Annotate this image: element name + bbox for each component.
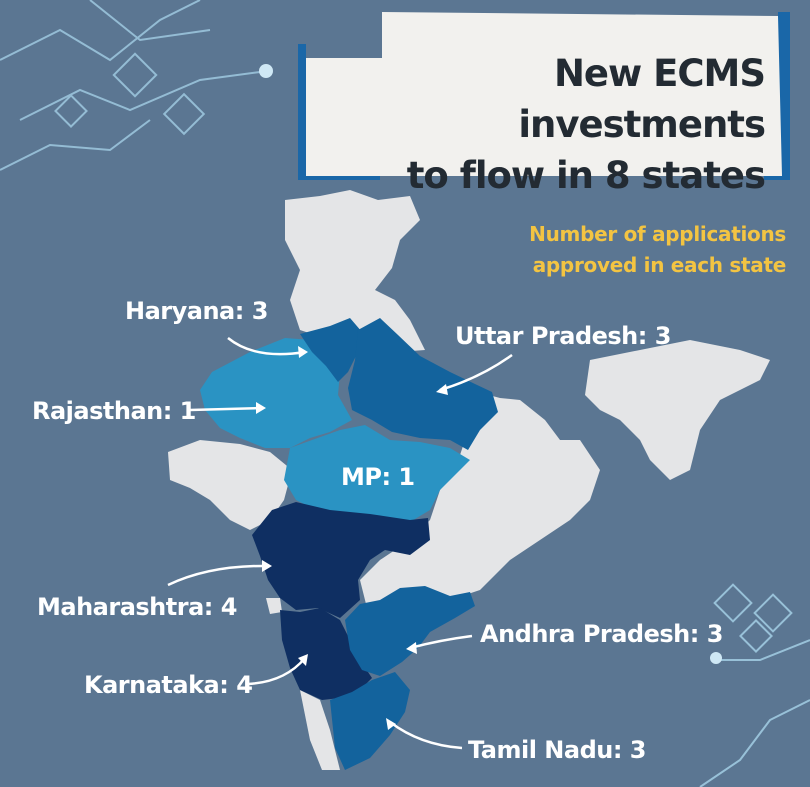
goa-region (266, 598, 282, 614)
label-karnataka: Karnataka: 4 (84, 671, 253, 699)
state-haryana (300, 318, 362, 382)
state-mp (284, 425, 470, 522)
legend-caption-line-2: approved in each state (532, 253, 787, 277)
arrow-haryana (227, 337, 306, 356)
label-mp: MP: 1 (341, 463, 415, 491)
label-haryana: Haryana: 3 (125, 297, 268, 325)
india-map (168, 190, 770, 770)
state-andhra-pradesh (345, 586, 475, 676)
headline-line-1: New ECMS investments (518, 52, 766, 146)
kerala-region (300, 690, 340, 770)
headline-line-2: to flow in 8 states (406, 154, 766, 197)
arrow-maharashtra (167, 564, 269, 587)
arrowhead-andhra-pradesh (406, 642, 417, 654)
arrowhead-tamil-nadu (386, 718, 396, 730)
state-karnataka (280, 608, 372, 700)
north-region (285, 190, 425, 352)
headline: New ECMS investments to flow in 8 states (310, 48, 766, 201)
state-uttar-pradesh (348, 318, 498, 450)
northeast-region (585, 340, 770, 480)
arrow-rajasthan (189, 406, 263, 412)
state-maharashtra (252, 502, 430, 618)
label-andhra-pradesh: Andhra Pradesh: 3 (480, 620, 723, 648)
arrowhead-uttar-pradesh (436, 384, 448, 395)
east-region (360, 390, 600, 640)
circuit-node-top (259, 64, 273, 78)
circuit-decoration-bottom-right (699, 583, 810, 787)
state-tamil-nadu (330, 672, 410, 770)
label-maharashtra: Maharashtra: 4 (37, 593, 237, 621)
gujarat-region (168, 440, 292, 530)
legend-caption: Number of applications approved in each … (470, 219, 786, 281)
label-uttar-pradesh: Uttar Pradesh: 3 (455, 322, 671, 350)
title-box-shadow-right (764, 12, 790, 180)
arrow-karnataka (247, 657, 306, 686)
arrowhead-maharashtra (262, 560, 272, 572)
arrowhead-rajasthan (256, 402, 266, 414)
title-box (306, 12, 782, 176)
arrowhead-haryana (298, 346, 308, 358)
arrow-uttar-pradesh (439, 353, 513, 392)
circuit-node-bottom (710, 652, 722, 664)
arrow-heads (256, 346, 448, 730)
arrow-tamil-nadu (389, 721, 463, 750)
circuit-decoration-top-left (0, 0, 261, 171)
label-tamil-nadu: Tamil Nadu: 3 (468, 736, 647, 764)
state-rajasthan (200, 338, 352, 448)
label-rajasthan: Rajasthan: 1 (32, 397, 196, 425)
legend-caption-line-1: Number of applications (529, 222, 786, 246)
arrowhead-karnataka (298, 654, 308, 666)
leader-arrows (167, 337, 513, 750)
